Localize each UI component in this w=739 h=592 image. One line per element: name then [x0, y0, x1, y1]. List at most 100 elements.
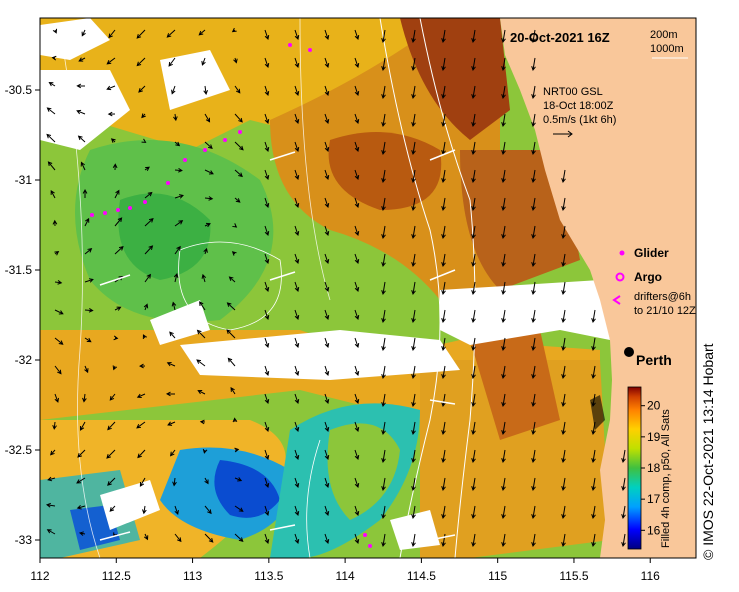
current-arrow [106, 57, 116, 65]
current-arrow [110, 138, 116, 143]
current-arrow [294, 85, 300, 96]
current-arrow [141, 113, 146, 119]
current-arrow [411, 197, 416, 212]
current-arrow [471, 57, 476, 72]
x-tick-label: 114.5 [407, 569, 436, 583]
current-arrow [354, 393, 360, 404]
current-arrow [621, 533, 626, 548]
x-tick-label: 113.5 [254, 569, 283, 583]
current-arrow [531, 505, 536, 520]
current-arrow [204, 169, 214, 175]
current-arrow [441, 281, 446, 296]
current-arrow [324, 533, 330, 544]
current-arrow [471, 141, 476, 156]
current-arrow [136, 421, 146, 429]
current-arrow [441, 253, 446, 268]
current-arrow [54, 251, 60, 256]
current-arrow [501, 85, 506, 100]
current-arrow [264, 505, 270, 516]
current-arrow [501, 365, 506, 380]
current-arrow [294, 337, 300, 348]
current-arrow [381, 57, 386, 72]
current-arrow [354, 253, 360, 264]
current-arrow [76, 83, 86, 89]
current-arrow [106, 85, 116, 91]
current-arrow [381, 365, 386, 380]
current-arrow [174, 220, 184, 227]
current-arrow [501, 449, 506, 464]
current-arrow [109, 505, 116, 512]
current-arrow [76, 109, 86, 115]
current-arrow [226, 302, 236, 311]
australia-land [500, 18, 696, 558]
current-arrow [232, 223, 238, 228]
current-arrow [381, 393, 386, 408]
current-arrow [112, 163, 118, 171]
current-arrow [501, 477, 506, 492]
current-arrow [471, 309, 476, 324]
plot-frame [39, 17, 697, 559]
current-arrow [324, 449, 330, 460]
current-arrow [411, 309, 416, 324]
current-arrow [84, 337, 92, 343]
current-arrow [441, 309, 446, 324]
current-arrow [174, 194, 184, 199]
current-arrow [144, 245, 154, 255]
current-arrow [294, 197, 300, 208]
current-arrow [411, 57, 416, 72]
current-arrow [234, 113, 243, 123]
current-arrow [264, 477, 270, 488]
current-arrow [531, 477, 536, 492]
perth-marker [624, 347, 634, 357]
current-arrow [294, 281, 300, 292]
y-tick-label: -33 [15, 533, 33, 547]
current-arrow [107, 421, 116, 431]
current-arrow [501, 393, 506, 408]
current-arrow [441, 57, 446, 72]
current-arrow [50, 189, 56, 199]
x-tick-label: 112.5 [102, 569, 131, 583]
current-arrow [264, 141, 270, 152]
current-arrow [411, 421, 416, 436]
current-arrow [591, 421, 596, 436]
current-arrow [234, 141, 244, 151]
current-arrow [48, 82, 56, 87]
current-arrow [54, 280, 63, 285]
current-arrow [531, 449, 536, 464]
current-arrow [591, 505, 596, 520]
current-arrow [354, 225, 360, 236]
contour-1000m [379, 18, 441, 558]
current-arrow [174, 505, 179, 515]
current-arrow [84, 248, 93, 255]
current-arrow [50, 449, 56, 456]
current-arrow [501, 225, 506, 240]
current-arrow [471, 533, 476, 548]
y-tick-label: -30.5 [5, 83, 33, 97]
current-arrow [531, 253, 536, 268]
colorbar-label: Filled 4h comp, p50, All Sats [660, 409, 672, 548]
current-arrow [227, 357, 236, 367]
current-arrow [174, 167, 183, 173]
current-arrow [531, 225, 536, 240]
legend-drifters-1: drifters@6h [634, 291, 691, 303]
y-tick-label: -32.5 [5, 443, 33, 457]
current-arrow [354, 421, 360, 432]
current-arrow [234, 85, 241, 94]
colorbar-tick-label: 16 [647, 523, 661, 537]
current-arrow [114, 217, 123, 227]
current-arrow [136, 393, 146, 399]
current-arrow [381, 449, 386, 464]
current-scale: 0.5m/s (1kt 6h) [543, 114, 616, 126]
current-arrow [264, 57, 270, 68]
current-arrow [264, 449, 270, 460]
current-arrow [531, 141, 536, 156]
contour-200m [419, 18, 476, 558]
current-arrow [234, 169, 243, 178]
current-arrow [166, 29, 176, 38]
current-arrow [264, 337, 270, 348]
current-arrow [354, 337, 360, 348]
current-arrow [46, 107, 56, 115]
current-arrow [531, 85, 536, 100]
current-arrow [561, 477, 566, 492]
current-arrow [501, 113, 506, 128]
